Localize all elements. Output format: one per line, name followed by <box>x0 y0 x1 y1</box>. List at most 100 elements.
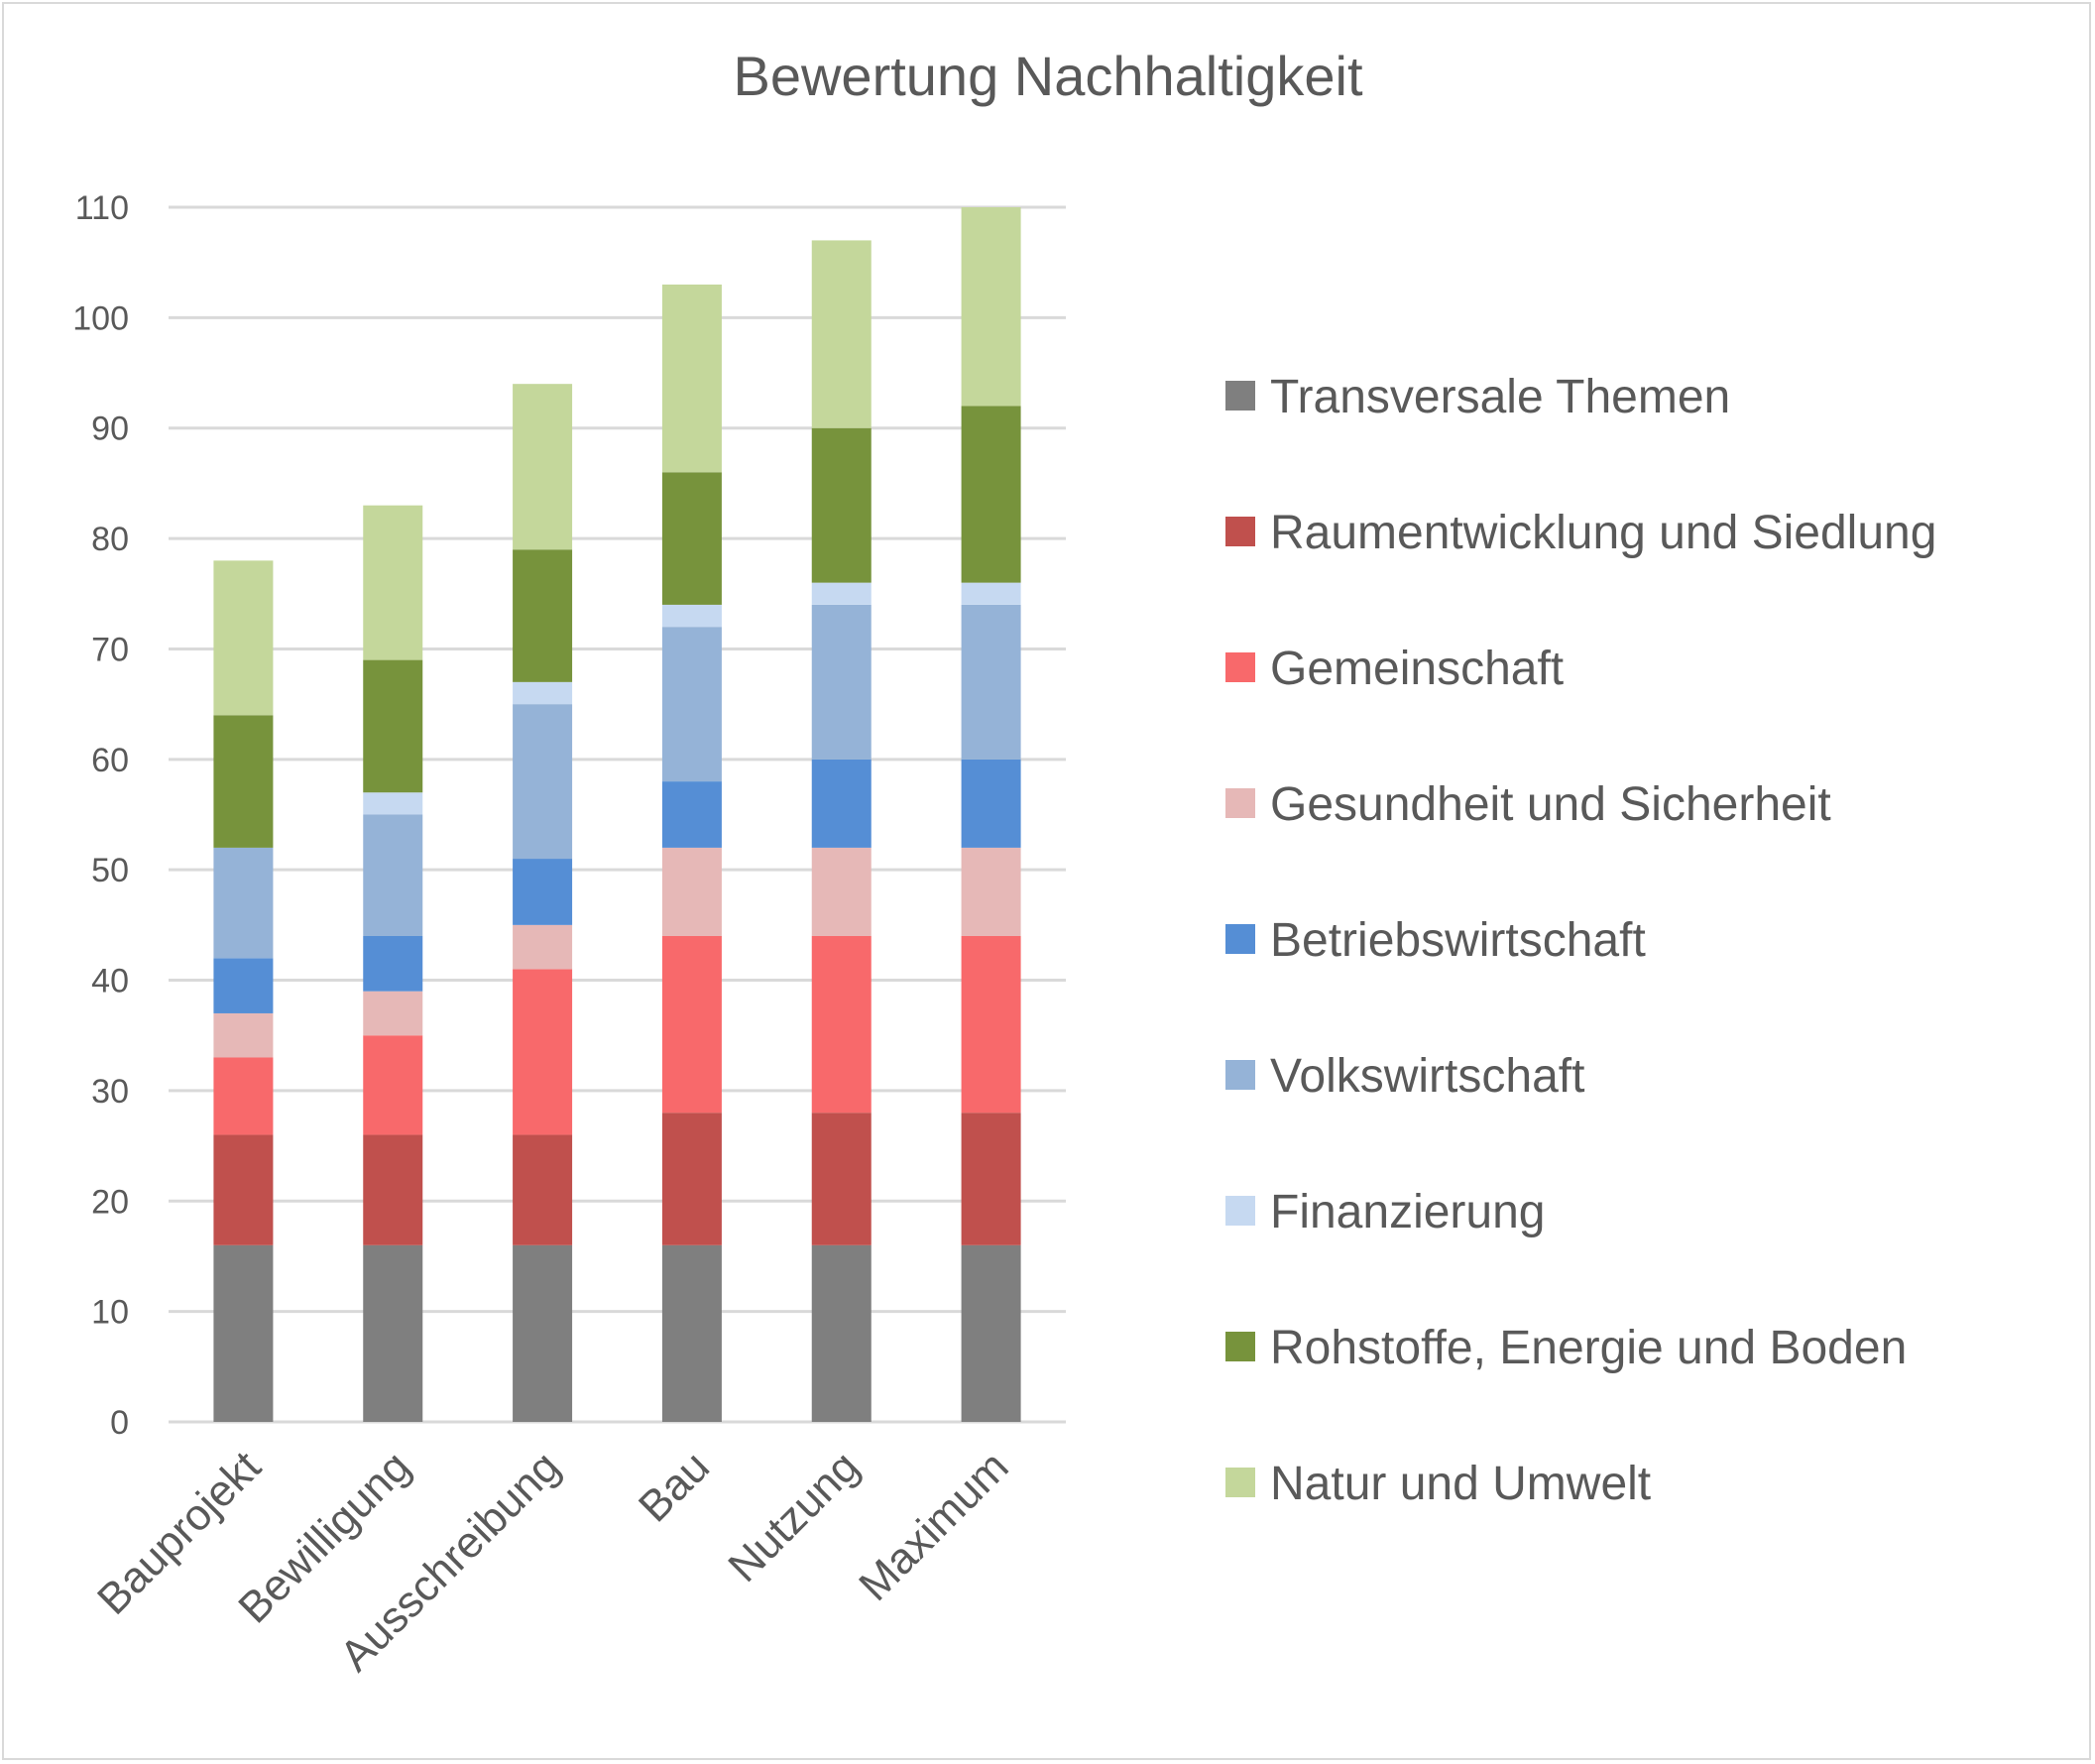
bar-segment <box>661 472 722 605</box>
bar-segment <box>961 207 1021 407</box>
bar-segment <box>513 1244 573 1422</box>
bar-segment <box>961 847 1021 936</box>
legend-item: Rohstoffe, Energie und Boden <box>1225 1322 1907 1374</box>
bar-segment <box>363 1134 423 1245</box>
bar-segment <box>513 924 573 970</box>
bar-segment <box>811 427 872 583</box>
legend-swatch <box>1225 1196 1255 1226</box>
legend-item: Natur und Umwelt <box>1225 1458 1651 1510</box>
legend-swatch <box>1225 517 1255 546</box>
bar-segment <box>661 1244 722 1422</box>
bar-stack-ausschreibung <box>513 384 573 1422</box>
bar-segment <box>811 936 872 1114</box>
bar-segment <box>513 969 573 1135</box>
bar-segment <box>213 847 274 959</box>
bar-segment <box>811 847 872 936</box>
y-axis-ticks: 0 10 20 30 40 50 60 70 80 90 100 110 <box>72 189 129 1442</box>
chart-title: Bewertung Nachhaltigkeit <box>733 45 1362 107</box>
bar-segment <box>961 936 1021 1114</box>
bar-segment <box>213 1057 274 1135</box>
legend-label: Raumentwicklung und Siedlung <box>1270 507 1936 559</box>
y-tick-label: 60 <box>91 742 129 779</box>
x-tick-label: Maximum <box>850 1442 1017 1609</box>
y-tick-label: 40 <box>91 963 129 1000</box>
legend-swatch <box>1225 652 1255 682</box>
y-tick-label: 70 <box>91 631 129 668</box>
bar-segment <box>961 604 1021 760</box>
bar-stack-bewilligung <box>363 505 423 1422</box>
bar-segment <box>661 1113 722 1245</box>
legend-label: Betriebswirtschaft <box>1270 914 1646 967</box>
legend-swatch <box>1225 1060 1255 1090</box>
legend-label: Volkswirtschaft <box>1270 1050 1584 1103</box>
legend-label: Gemeinschaft <box>1270 643 1564 695</box>
x-tick-label: Nutzung <box>719 1442 869 1591</box>
legend-label: Finanzierung <box>1270 1186 1546 1238</box>
bar-segment <box>811 240 872 428</box>
y-tick-label: 10 <box>91 1294 129 1332</box>
bar-segment <box>661 936 722 1114</box>
bar-segment <box>213 958 274 1013</box>
bar-stack-bauprojekt <box>213 560 274 1422</box>
legend-swatch <box>1225 381 1255 411</box>
legend-item: Betriebswirtschaft <box>1225 914 1646 967</box>
legend-item: Gesundheit und Sicherheit <box>1225 778 1831 831</box>
bar-stack-bau <box>661 284 722 1422</box>
bar-segment <box>513 681 573 705</box>
bar-segment <box>363 659 423 793</box>
bar-segment <box>363 936 423 992</box>
gridlines <box>169 205 1066 1424</box>
bar-segment <box>213 1134 274 1245</box>
bar-segment <box>363 991 423 1036</box>
legend-swatch <box>1225 788 1255 818</box>
legend-item: Transversale Themen <box>1225 371 1730 423</box>
bar-segment <box>513 549 573 682</box>
bar-segment <box>811 1244 872 1422</box>
legend-item: Volkswirtschaft <box>1225 1050 1584 1103</box>
bar-segment <box>661 847 722 936</box>
bar-segment <box>363 1244 423 1422</box>
bar-segment <box>811 1113 872 1245</box>
bar-segment <box>363 505 423 660</box>
bar-segment <box>961 582 1021 605</box>
legend: Transversale Themen Raumentwicklung und S… <box>1225 371 1936 1510</box>
bar-segment <box>661 627 722 782</box>
bar-segment <box>961 1113 1021 1245</box>
bar-segment <box>811 582 872 605</box>
bar-segment <box>961 1244 1021 1422</box>
y-tick-label: 80 <box>91 521 129 558</box>
bar-segment <box>213 1012 274 1058</box>
bar-segment <box>661 604 722 628</box>
legend-label: Transversale Themen <box>1270 371 1730 423</box>
bars <box>213 207 1021 1422</box>
legend-swatch <box>1225 1468 1255 1497</box>
legend-item: Gemeinschaft <box>1225 643 1564 695</box>
y-tick-label: 20 <box>91 1183 129 1221</box>
legend-swatch <box>1225 924 1255 954</box>
bar-segment <box>213 715 274 848</box>
bar-segment <box>213 560 274 716</box>
legend-item: Finanzierung <box>1225 1186 1546 1238</box>
legend-swatch <box>1225 1332 1255 1361</box>
bar-segment <box>811 604 872 760</box>
bar-stack-nutzung <box>811 240 872 1422</box>
x-tick-label: Bau <box>630 1442 719 1531</box>
bar-segment <box>961 406 1021 583</box>
bar-segment <box>213 1244 274 1422</box>
y-tick-label: 90 <box>91 411 129 448</box>
bar-segment <box>513 1134 573 1245</box>
legend-label: Rohstoffe, Energie und Boden <box>1270 1322 1907 1374</box>
bar-segment <box>363 1035 423 1135</box>
legend-label: Gesundheit und Sicherheit <box>1270 778 1831 831</box>
bar-segment <box>513 704 573 860</box>
bar-segment <box>811 759 872 848</box>
bar-segment <box>513 384 573 550</box>
legend-label: Natur und Umwelt <box>1270 1458 1651 1510</box>
bar-segment <box>661 284 722 473</box>
bar-segment <box>961 759 1021 848</box>
bar-stack-maximum <box>961 207 1021 1422</box>
bar-segment <box>661 781 722 848</box>
y-tick-label: 100 <box>72 299 129 337</box>
